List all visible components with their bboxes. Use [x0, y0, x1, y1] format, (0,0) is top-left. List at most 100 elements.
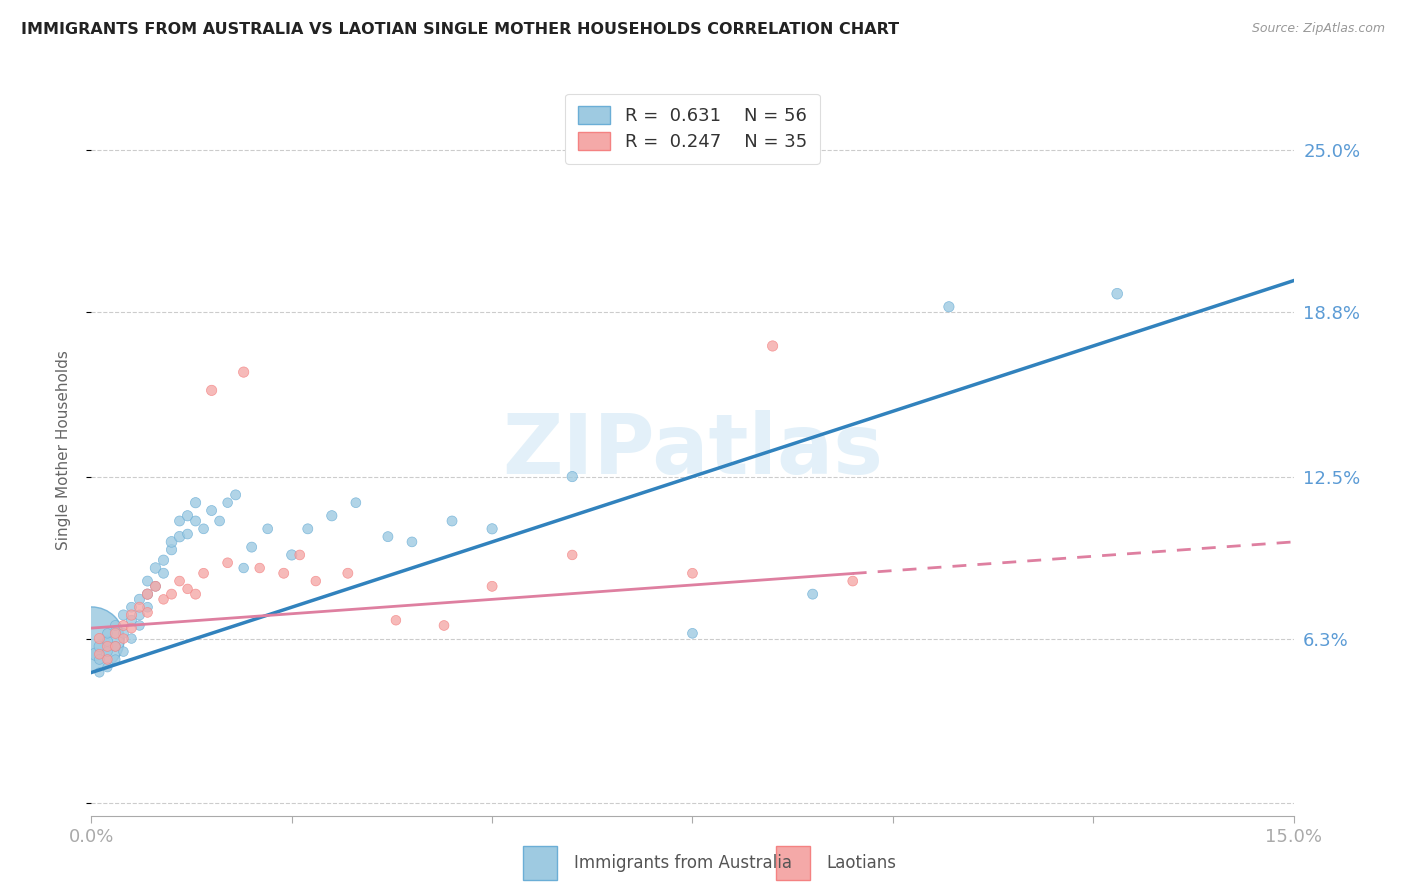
Point — [232, 365, 254, 379]
Point — [938, 300, 960, 314]
Text: Immigrants from Australia: Immigrants from Australia — [574, 854, 792, 872]
Point — [104, 640, 127, 654]
Point — [184, 496, 207, 510]
Point — [385, 613, 408, 627]
Point — [121, 621, 143, 635]
Point — [89, 640, 111, 654]
Point — [160, 587, 183, 601]
Y-axis label: Single Mother Households: Single Mother Households — [56, 351, 70, 550]
Point — [96, 660, 118, 674]
Point — [176, 508, 198, 523]
Point — [201, 503, 224, 517]
Point — [169, 574, 191, 588]
Point — [288, 548, 311, 562]
Point — [681, 566, 703, 581]
Text: IMMIGRANTS FROM AUSTRALIA VS LAOTIAN SINGLE MOTHER HOUSEHOLDS CORRELATION CHART: IMMIGRANTS FROM AUSTRALIA VS LAOTIAN SIN… — [21, 22, 900, 37]
Point — [152, 592, 174, 607]
Point — [160, 542, 183, 557]
Point — [681, 626, 703, 640]
Point — [801, 587, 824, 601]
Point — [121, 613, 143, 627]
Point — [217, 496, 239, 510]
Point — [256, 522, 278, 536]
Point — [201, 384, 224, 398]
Point — [96, 634, 118, 648]
Point — [96, 626, 118, 640]
Point — [169, 514, 191, 528]
Point — [96, 652, 118, 666]
Point — [249, 561, 271, 575]
Point — [84, 647, 107, 661]
Point — [176, 527, 198, 541]
Point — [193, 522, 215, 536]
Point — [217, 556, 239, 570]
FancyBboxPatch shape — [523, 846, 557, 880]
Point — [128, 600, 150, 615]
Legend: R =  0.631    N = 56, R =  0.247    N = 35: R = 0.631 N = 56, R = 0.247 N = 35 — [565, 94, 820, 164]
Point — [193, 566, 215, 581]
Point — [121, 632, 143, 646]
Point — [136, 587, 159, 601]
Point — [1107, 286, 1129, 301]
Point — [152, 553, 174, 567]
Text: Source: ZipAtlas.com: Source: ZipAtlas.com — [1251, 22, 1385, 36]
Point — [96, 640, 118, 654]
Point — [104, 640, 127, 654]
Point — [89, 652, 111, 666]
Point — [136, 606, 159, 620]
Point — [121, 600, 143, 615]
Point — [160, 534, 183, 549]
Point — [336, 566, 359, 581]
Point — [121, 608, 143, 623]
Point — [184, 587, 207, 601]
Point — [240, 540, 263, 554]
Point — [232, 561, 254, 575]
Point — [89, 665, 111, 680]
Point — [96, 644, 118, 658]
Point — [561, 469, 583, 483]
Point — [433, 618, 456, 632]
Point — [176, 582, 198, 596]
Point — [208, 514, 231, 528]
Point — [762, 339, 785, 353]
Point — [145, 579, 167, 593]
Text: ZIPatlas: ZIPatlas — [502, 410, 883, 491]
Point — [297, 522, 319, 536]
Point — [128, 592, 150, 607]
Point — [401, 534, 423, 549]
Point — [225, 488, 247, 502]
Point — [273, 566, 295, 581]
Point — [169, 530, 191, 544]
Point — [561, 548, 583, 562]
Point — [89, 632, 111, 646]
Point — [136, 600, 159, 615]
Point — [481, 579, 503, 593]
Point — [112, 608, 135, 623]
Point — [104, 652, 127, 666]
Point — [440, 514, 463, 528]
Point — [136, 587, 159, 601]
Point — [321, 508, 343, 523]
Point — [104, 626, 127, 640]
Point — [841, 574, 863, 588]
Point — [184, 514, 207, 528]
Point — [112, 626, 135, 640]
Point — [377, 530, 399, 544]
Point — [128, 618, 150, 632]
Point — [104, 618, 127, 632]
Point — [344, 496, 367, 510]
Point — [152, 566, 174, 581]
Point — [281, 548, 304, 562]
Point — [145, 579, 167, 593]
Text: Laotians: Laotians — [827, 854, 897, 872]
Point — [112, 632, 135, 646]
Point — [481, 522, 503, 536]
Point — [136, 574, 159, 588]
Point — [145, 561, 167, 575]
FancyBboxPatch shape — [776, 846, 810, 880]
Point — [112, 618, 135, 632]
Point — [89, 647, 111, 661]
Point — [305, 574, 328, 588]
Point — [128, 608, 150, 623]
Point — [80, 632, 103, 646]
